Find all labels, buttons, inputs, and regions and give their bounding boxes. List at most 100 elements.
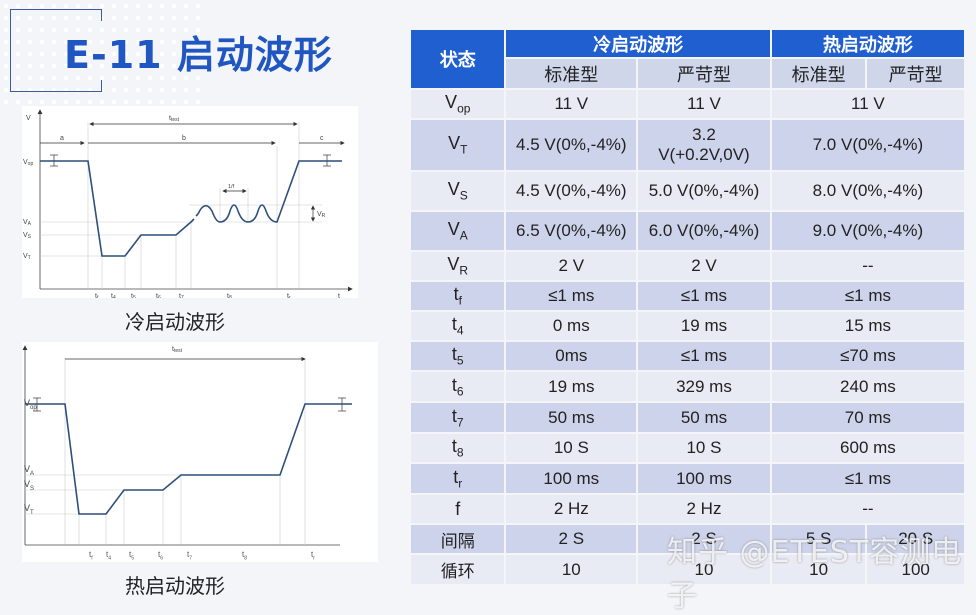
cell: 70 ms bbox=[771, 403, 964, 432]
row-label: 循环 bbox=[411, 555, 505, 584]
svg-text:c: c bbox=[320, 135, 324, 142]
cell: ≤1 ms bbox=[771, 282, 964, 310]
table-row-vop: Vop 11 V 11 V 11 V bbox=[411, 90, 964, 118]
cell: 20 S bbox=[867, 525, 964, 553]
cell: 10 bbox=[771, 555, 866, 584]
cell: 6.0 V(0%,-4%) bbox=[638, 212, 770, 250]
cell: 5.0 V(0%,-4%) bbox=[638, 172, 770, 210]
cell: 19 ms bbox=[638, 312, 770, 340]
svg-text:t8: t8 bbox=[227, 293, 232, 298]
svg-text:VA: VA bbox=[23, 219, 32, 227]
cell: 10 bbox=[506, 555, 637, 584]
y-axis-label: V bbox=[26, 115, 31, 122]
table-row-t4: t4 0 ms 19 ms 15 ms bbox=[411, 312, 964, 340]
hot-label-va: VA bbox=[24, 464, 35, 477]
table-row-t7: t7 50 ms 50 ms 70 ms bbox=[411, 403, 964, 432]
hot-time-t5: t5 bbox=[129, 550, 135, 562]
header-hot-start: 热启动波形 bbox=[771, 30, 964, 57]
svg-text:1/f: 1/f bbox=[228, 184, 235, 190]
hot-time-t6: t6 bbox=[158, 550, 164, 562]
hot-label-vop: Vop bbox=[24, 398, 37, 411]
cell: 50 ms bbox=[506, 403, 637, 432]
cell: 0ms bbox=[506, 342, 637, 370]
svg-text:VS: VS bbox=[23, 232, 32, 240]
table-row-vr: VR 2 V 2 V -- bbox=[411, 252, 964, 280]
cell: -- bbox=[771, 495, 964, 523]
table-row-t6: t6 19 ms 329 ms 240 ms bbox=[411, 372, 964, 401]
hot-time-tf: tf bbox=[89, 550, 93, 562]
cell: 329 ms bbox=[638, 372, 770, 401]
header-hot-standard: 标准型 bbox=[771, 59, 866, 88]
table-row-interval: 间隔 2 S 2 S 5 S 20 S bbox=[411, 525, 964, 553]
cell: 19 ms bbox=[506, 372, 637, 401]
startup-spec-table: 状态 冷启动波形 热启动波形 标准型 严苛型 标准型 严苛型 Vop 11 V … bbox=[409, 28, 966, 586]
cell: ≤70 ms bbox=[771, 342, 964, 370]
cell: 2 S bbox=[506, 525, 637, 553]
svg-text:t6: t6 bbox=[156, 293, 161, 298]
cell: 3.2 V(+0.2V,0V) bbox=[638, 120, 770, 170]
cell: 4.5 V(0%,-4%) bbox=[506, 172, 637, 210]
table-row-vs: VS 4.5 V(0%,-4%) 5.0 V(0%,-4%) 8.0 V(0%,… bbox=[411, 172, 964, 210]
cell: 100 ms bbox=[506, 464, 637, 493]
svg-text:VR: VR bbox=[317, 211, 326, 219]
hot-start-diagram: V ttest V bbox=[22, 342, 378, 562]
hot-start-caption: 热启动波形 bbox=[125, 574, 225, 598]
table-row-t8: t8 10 S 10 S 600 ms bbox=[411, 434, 964, 462]
table-row-vt: VT 4.5 V(0%,-4%) 3.2 V(+0.2V,0V) 7.0 V(0%… bbox=[411, 120, 964, 170]
hot-time-t8: t8 bbox=[242, 550, 248, 562]
cell: -- bbox=[771, 252, 964, 280]
cell: 6.5 V(0%,-4%) bbox=[506, 212, 637, 250]
page-title: E-11 启动波形 bbox=[64, 33, 333, 77]
header-cold-start: 冷启动波形 bbox=[506, 30, 770, 57]
cell: 2 Hz bbox=[506, 495, 637, 523]
cell: 5 S bbox=[771, 525, 866, 553]
cell: ≤1 ms bbox=[638, 342, 770, 370]
cell: 2 S bbox=[638, 525, 770, 553]
cell: 100 ms bbox=[638, 464, 770, 493]
table-row-cycles: 循环 10 10 10 100 bbox=[411, 555, 964, 584]
cell: 8.0 V(0%,-4%) bbox=[771, 172, 964, 210]
svg-text:t7: t7 bbox=[179, 293, 184, 298]
cell: ≤1 ms bbox=[771, 464, 964, 493]
hot-label-vt: VT bbox=[24, 503, 34, 516]
table-row-tf: tf ≤1 ms ≤1 ms ≤1 ms bbox=[411, 282, 964, 310]
header-state: 状态 bbox=[411, 30, 505, 88]
cell: 50 ms bbox=[638, 403, 770, 432]
table-row-va: VA 6.5 V(0%,-4%) 6.0 V(0%,-4%) 9.0 V(0%,… bbox=[411, 212, 964, 250]
svg-text:t4: t4 bbox=[111, 293, 116, 298]
row-label: 间隔 bbox=[411, 525, 505, 553]
hot-time-tr: tr bbox=[311, 550, 315, 562]
cell: 7.0 V(0%,-4%) bbox=[771, 120, 964, 170]
cell: 10 bbox=[638, 555, 770, 584]
svg-text:ttest: ttest bbox=[169, 115, 180, 123]
svg-text:t: t bbox=[338, 293, 340, 298]
cell: 0 ms bbox=[506, 312, 637, 340]
cell: 10 S bbox=[638, 434, 770, 462]
cell: 11 V bbox=[771, 90, 964, 118]
hot-time-t7: t7 bbox=[187, 550, 193, 562]
svg-text:tf: tf bbox=[95, 293, 99, 298]
svg-text:t5: t5 bbox=[131, 293, 136, 298]
table-row-tr: tr 100 ms 100 ms ≤1 ms bbox=[411, 464, 964, 493]
cell: 2 V bbox=[638, 252, 770, 280]
table-row-t5: t5 0ms ≤1 ms ≤70 ms bbox=[411, 342, 964, 370]
cold-start-diagram: V t ttest a b c 1/f bbox=[22, 106, 358, 298]
cell: 4.5 V(0%,-4%) bbox=[506, 120, 637, 170]
svg-text:Vop: Vop bbox=[23, 159, 33, 167]
cell: 240 ms bbox=[771, 372, 964, 401]
cold-start-caption: 冷启动波形 bbox=[125, 310, 225, 334]
cell: 600 ms bbox=[771, 434, 964, 462]
watermark: 知乎 @ETEST容测电子 bbox=[667, 535, 963, 614]
header-hot-strict: 严苛型 bbox=[867, 59, 964, 88]
cell: 9.0 V(0%,-4%) bbox=[771, 212, 964, 250]
svg-text:ttest: ttest bbox=[172, 346, 183, 354]
svg-text:VT: VT bbox=[23, 253, 31, 261]
cell: 2 V bbox=[506, 252, 637, 280]
table-row-f: f 2 Hz 2 Hz -- bbox=[411, 495, 964, 523]
header-cold-standard: 标准型 bbox=[506, 59, 637, 88]
cell: 100 bbox=[867, 555, 964, 584]
svg-text:a: a bbox=[60, 135, 64, 142]
cell: 2 Hz bbox=[638, 495, 770, 523]
hot-label-vs: VS bbox=[24, 479, 35, 492]
cell: ≤1 ms bbox=[638, 282, 770, 310]
